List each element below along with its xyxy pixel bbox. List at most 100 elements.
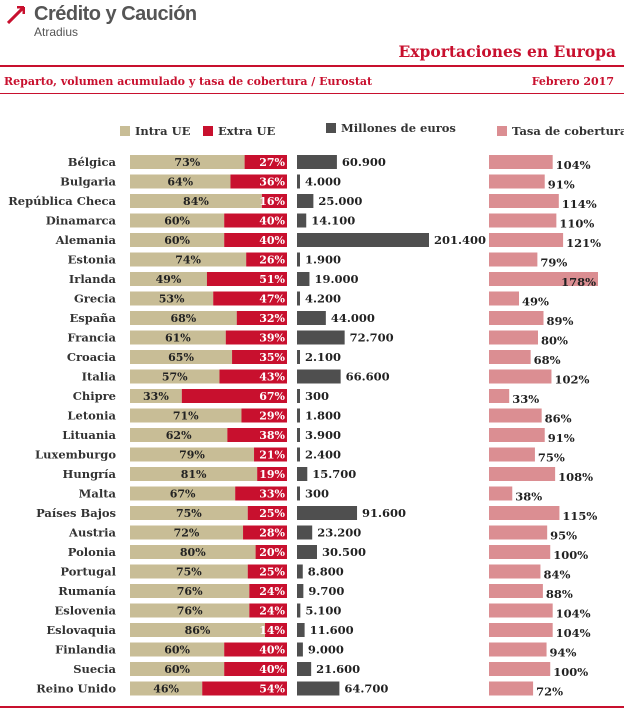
extra-bar	[265, 623, 287, 637]
country-label: Chipre	[73, 389, 116, 403]
volume-bar	[297, 389, 300, 403]
volume-bar	[297, 447, 300, 462]
coverage-value-label: 104%	[556, 158, 591, 172]
coverage-bar	[489, 311, 544, 325]
coverage-value-label: 100%	[553, 548, 588, 562]
extra-value-label: 32%	[259, 312, 285, 325]
intra-value-label: 80%	[180, 546, 206, 559]
volume-value-label: 1.900	[305, 253, 341, 267]
volume-bar	[297, 155, 337, 169]
extra-bar	[225, 330, 287, 345]
extra-value-label: 40%	[259, 234, 285, 247]
intra-bar	[130, 389, 182, 403]
volume-bar	[297, 623, 305, 637]
extra-bar	[236, 311, 287, 325]
volume-bar	[297, 603, 301, 618]
intra-value-label: 76%	[177, 605, 203, 618]
volume-bar	[297, 174, 300, 189]
coverage-value-label: 108%	[558, 470, 593, 484]
country-label: Estonia	[68, 253, 117, 267]
country-label: Grecia	[74, 292, 117, 306]
volume-value-label: 5.100	[305, 604, 341, 618]
country-label: Eslovaquia	[46, 623, 116, 637]
volume-value-label: 4.000	[305, 175, 341, 189]
intra-bar	[130, 311, 237, 325]
country-label: Países Bajos	[36, 506, 116, 520]
intra-bar	[130, 272, 207, 286]
coverage-bar	[489, 506, 560, 520]
country-label: Eslovenia	[55, 604, 117, 618]
country-label: Irlanda	[69, 272, 117, 286]
extra-bar	[244, 155, 287, 169]
extra-value-label: 19%	[259, 468, 285, 481]
coverage-value-label: 104%	[556, 626, 591, 640]
country-label: Portugal	[60, 565, 116, 579]
country-label: Luxemburgo	[35, 448, 116, 462]
extra-value-label: 67%	[259, 390, 285, 403]
volume-bar	[297, 213, 307, 228]
intra-bar	[130, 564, 248, 579]
volume-bar	[297, 194, 314, 208]
extra-value-label: 20%	[259, 546, 285, 559]
extra-bar	[261, 194, 287, 208]
volume-value-label: 21.600	[316, 662, 360, 676]
extra-value-label: 51%	[259, 273, 285, 286]
volume-value-label: 11.600	[310, 623, 354, 637]
coverage-value-label: 86%	[545, 412, 572, 426]
intra-value-label: 64%	[167, 176, 193, 189]
volume-value-label: 23.200	[317, 526, 361, 540]
extra-value-label: 26%	[259, 254, 285, 267]
coverage-value-label: 79%	[540, 256, 567, 270]
coverage-bar	[489, 155, 553, 169]
extra-bar	[249, 603, 287, 618]
intra-value-label: 86%	[185, 624, 211, 637]
intra-bar	[130, 623, 266, 637]
extra-value-label: 33%	[259, 488, 285, 501]
intra-value-label: 81%	[181, 468, 207, 481]
intra-value-label: 74%	[175, 254, 201, 267]
intra-value-label: 46%	[153, 683, 179, 696]
brand-name: Crédito y Caución	[34, 3, 197, 25]
coverage-value-label: 94%	[550, 646, 577, 660]
intra-value-label: 79%	[179, 449, 205, 462]
volume-bar	[297, 369, 341, 384]
volume-bar	[297, 545, 317, 559]
extra-bar	[249, 584, 287, 598]
extra-bar	[243, 525, 287, 540]
coverage-value-label: 80%	[541, 334, 568, 348]
extra-bar	[230, 174, 287, 189]
coverage-bar	[489, 681, 534, 696]
coverage-bar	[489, 662, 551, 676]
intra-bar	[130, 545, 256, 559]
extra-bar	[224, 213, 287, 228]
intra-value-label: 57%	[162, 371, 188, 384]
volume-value-label: 1.800	[305, 409, 341, 423]
country-label: Lituania	[62, 428, 116, 442]
coverage-bar	[489, 291, 520, 306]
volume-bar	[297, 506, 358, 520]
intra-value-label: 33%	[143, 390, 169, 403]
intra-bar	[130, 525, 244, 540]
coverage-bar	[489, 564, 541, 579]
coverage-bar	[489, 642, 547, 657]
coverage-bar	[489, 330, 538, 345]
extra-value-label: 29%	[259, 410, 285, 423]
country-label: España	[69, 311, 116, 325]
volume-bar	[297, 584, 304, 598]
intra-bar	[130, 584, 250, 598]
country-label: Hungría	[62, 467, 116, 481]
country-label: Alemania	[55, 233, 117, 247]
coverage-bar	[489, 389, 510, 403]
extra-bar	[224, 642, 287, 657]
title-rule	[0, 65, 624, 67]
extra-value-label: 25%	[259, 566, 285, 579]
extra-value-label: 39%	[259, 332, 285, 345]
coverage-value-label: 89%	[547, 314, 574, 328]
volume-bar	[297, 272, 310, 286]
coverage-bar	[489, 252, 538, 267]
country-label: Dinamarca	[46, 214, 117, 228]
intra-bar	[130, 428, 228, 442]
extra-value-label: 35%	[259, 351, 285, 364]
extra-value-label: 25%	[259, 507, 285, 520]
coverage-bar	[489, 272, 598, 286]
